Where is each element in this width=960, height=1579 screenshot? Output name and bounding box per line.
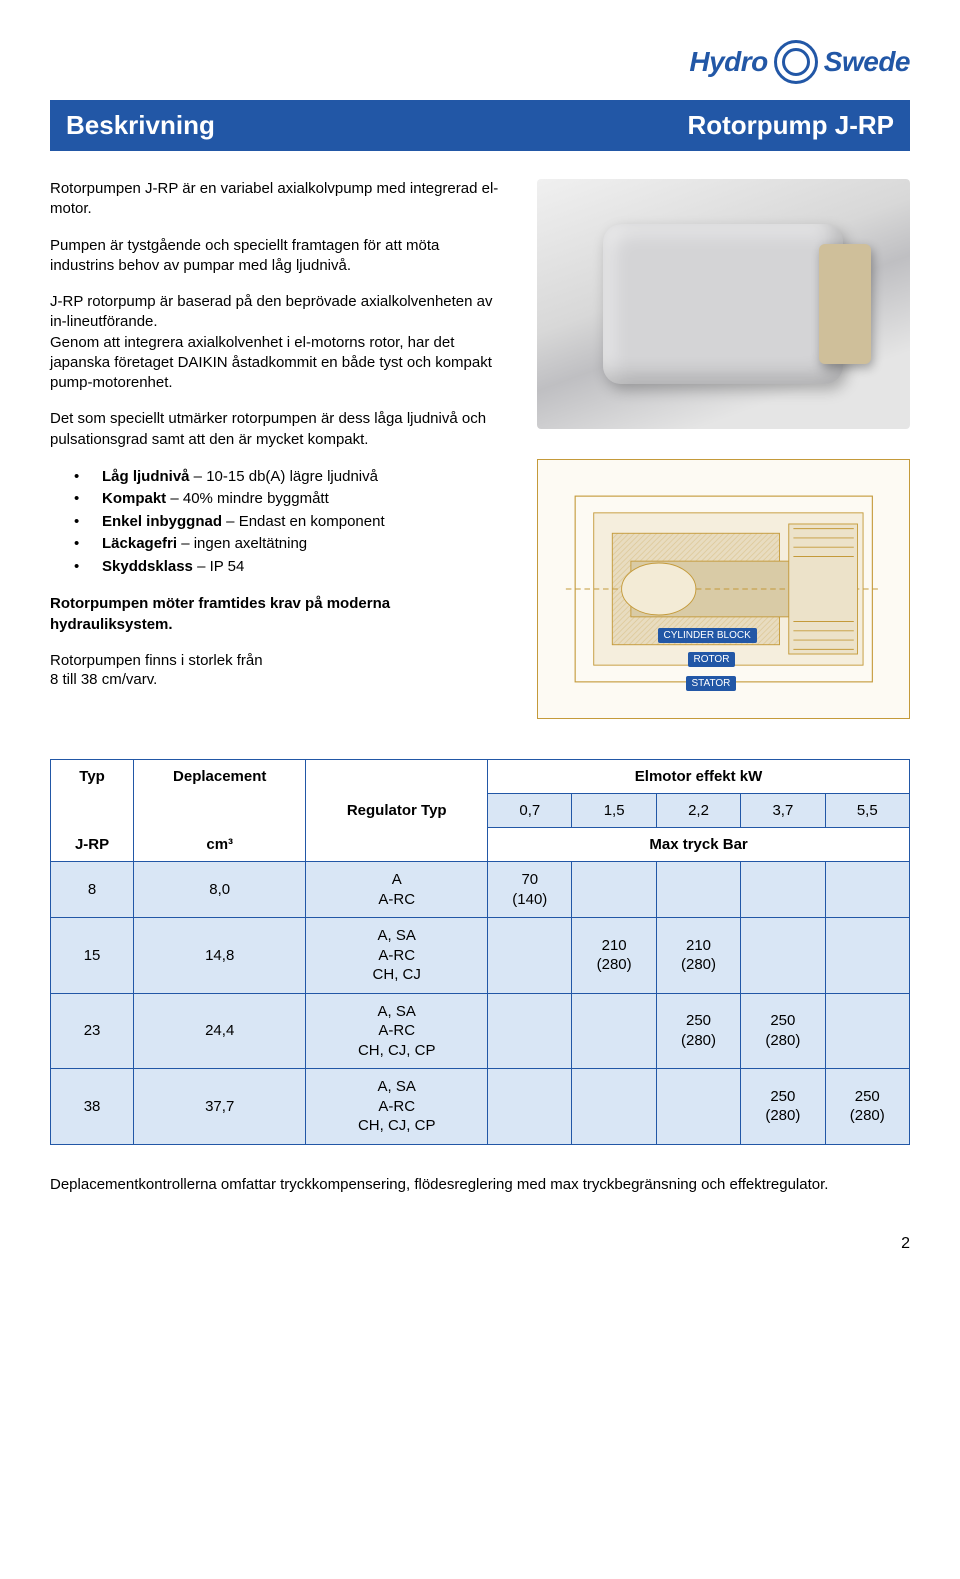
bullet-item: Låg ljudnivå – 10-15 db(A) lägre ljudniv…	[58, 466, 507, 489]
th-depl: Deplacement	[134, 760, 306, 794]
table-row: Typ Deplacement Regulator Typ Elmotor ef…	[51, 760, 910, 794]
kw-cell: 1,5	[572, 794, 656, 828]
kw-cell: 3,7	[741, 794, 825, 828]
table-row: 23 24,4 A, SA A-RC CH, CJ, CP 250 (280) …	[51, 993, 910, 1069]
para-6: Rotorpumpen finns i storlek från 8 till …	[50, 651, 507, 690]
bullet-item: Skyddsklass – IP 54	[58, 556, 507, 579]
spec-table: Typ Deplacement Regulator Typ Elmotor ef…	[50, 759, 910, 1145]
cutaway-label-cylinder: CYLINDER BLOCK	[658, 628, 757, 643]
th-jrp: J-RP	[51, 828, 134, 862]
description-column: Rotorpumpen J-RP är en variabel axialkol…	[50, 179, 507, 719]
para-5: Rotorpumpen möter framtides krav på mode…	[50, 594, 507, 635]
brand-logo: Hydro Swede	[689, 40, 910, 84]
bullet-item: Läckagefri – ingen axeltätning	[58, 533, 507, 556]
images-column: CYLINDER BLOCK ROTOR STATOR	[537, 179, 911, 719]
feature-bullets: Låg ljudnivå – 10-15 db(A) lägre ljudniv…	[58, 466, 507, 579]
pump-shape-icon	[603, 224, 843, 384]
brand-text-right: Swede	[824, 46, 910, 78]
footnote: Deplacementkontrollerna omfattar tryckko…	[50, 1175, 910, 1195]
bullet-item: Enkel inbyggnad – Endast en komponent	[58, 511, 507, 534]
bullet-item: Kompakt – 40% mindre byggmått	[58, 488, 507, 511]
banner-left: Beskrivning	[66, 110, 215, 141]
page-number: 2	[50, 1235, 910, 1253]
cutaway-label-rotor: ROTOR	[688, 652, 736, 667]
th-cm3: cm³	[134, 828, 306, 862]
brand-emblem-icon	[774, 40, 818, 84]
brand-text-left: Hydro	[689, 46, 767, 78]
pump-photo	[537, 179, 911, 429]
kw-cell: 2,2	[656, 794, 740, 828]
title-banner: Beskrivning Rotorpump J-RP	[50, 100, 910, 151]
table-row: 8 8,0 A A-RC 70 (140)	[51, 862, 910, 918]
table-row: 15 14,8 A, SA A-RC CH, CJ 210 (280) 210 …	[51, 918, 910, 994]
kw-cell: 0,7	[488, 794, 572, 828]
para-3: J-RP rotorpump är baserad på den bepröva…	[50, 292, 507, 393]
kw-cell: 5,5	[825, 794, 909, 828]
th-maxbar: Max tryck Bar	[488, 828, 910, 862]
cutaway-label-stator: STATOR	[686, 676, 737, 691]
banner-right: Rotorpump J-RP	[687, 110, 894, 141]
cutaway-diagram: CYLINDER BLOCK ROTOR STATOR	[537, 459, 911, 719]
table-row: 38 37,7 A, SA A-RC CH, CJ, CP 250 (280) …	[51, 1069, 910, 1145]
para-4: Det som speciellt utmärker rotorpumpen ä…	[50, 409, 507, 450]
th-reg: Regulator Typ	[306, 760, 488, 862]
th-elmotor: Elmotor effekt kW	[488, 760, 910, 794]
para-2: Pumpen är tystgående och speciellt framt…	[50, 236, 507, 277]
th-typ: Typ	[51, 760, 134, 794]
logo-row: Hydro Swede	[50, 40, 910, 84]
para-1: Rotorpumpen J-RP är en variabel axialkol…	[50, 179, 507, 220]
